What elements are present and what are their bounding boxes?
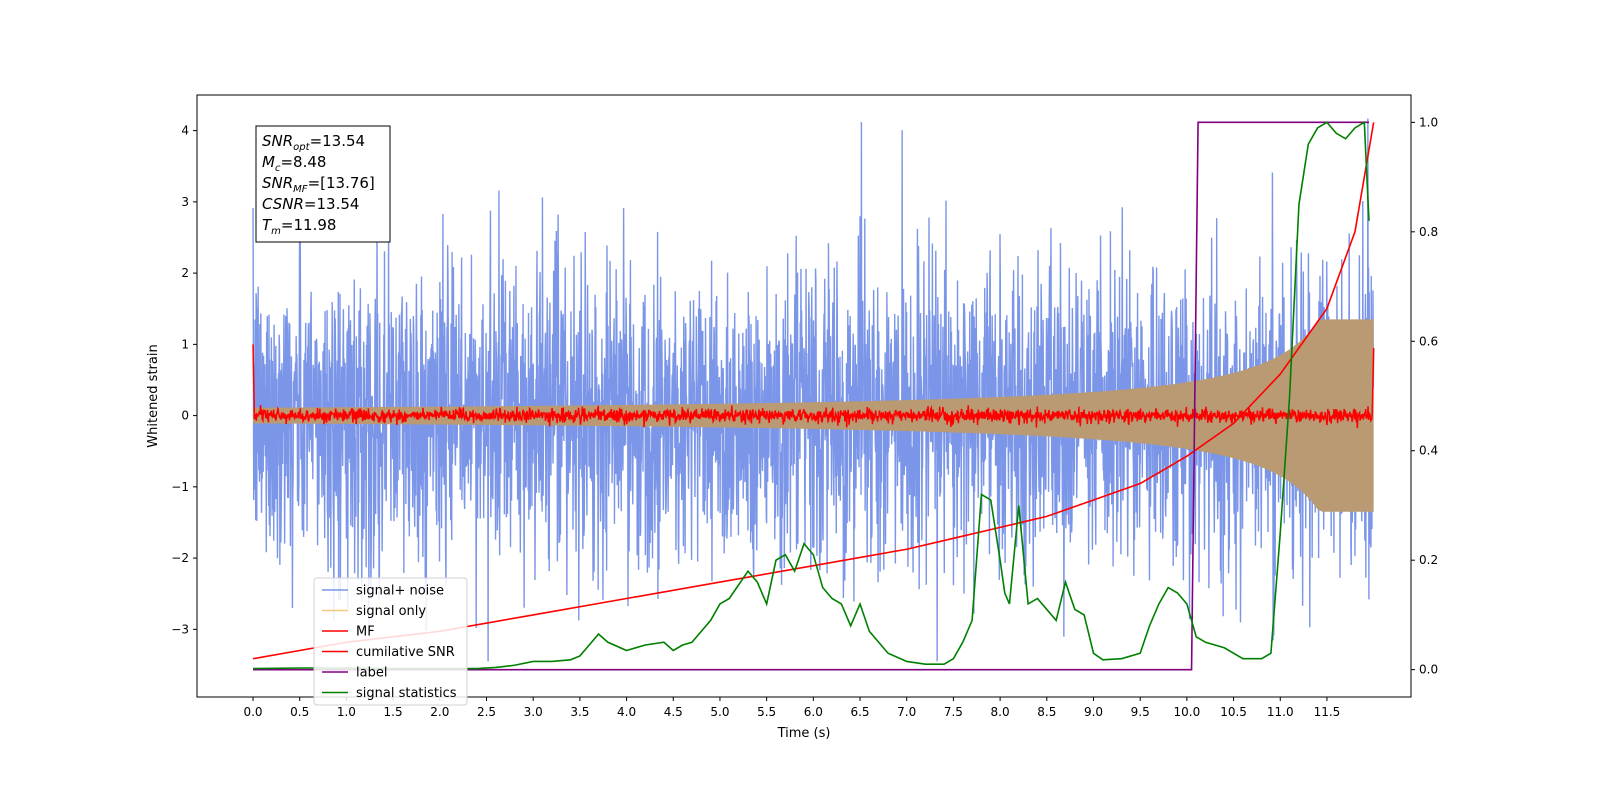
axes-frame bbox=[196, 94, 1412, 698]
x-tick-label: 9.5 bbox=[1131, 705, 1150, 719]
y-tick-label: 2 bbox=[181, 266, 189, 280]
y-axis-left: 4 3 2 1 0 −1 −2 −3 bbox=[171, 124, 197, 636]
x-tick-label: 10.0 bbox=[1174, 705, 1201, 719]
x-tick-label: 9.0 bbox=[1084, 705, 1103, 719]
y-axis-right: 1.0 0.8 0.6 0.4 0.2 0.0 bbox=[1411, 115, 1438, 677]
x-tick-label: 6.5 bbox=[850, 705, 869, 719]
legend-label: signal only bbox=[356, 604, 426, 619]
y-tick-label: 1 bbox=[181, 337, 189, 351]
y-tick-label: −3 bbox=[171, 622, 189, 636]
x-tick-label: 11.0 bbox=[1267, 705, 1294, 719]
x-tick-label: 8.5 bbox=[1037, 705, 1056, 719]
y-tick-label: −2 bbox=[171, 551, 189, 565]
x-tick-label: 1.5 bbox=[384, 705, 403, 719]
y2-tick-label: 1.0 bbox=[1419, 115, 1438, 129]
y-tick-label: 3 bbox=[181, 195, 189, 209]
annotation-line: SNRMF=[13.76] bbox=[262, 174, 375, 195]
legend-label: signal+ noise bbox=[356, 584, 444, 599]
plot-data bbox=[252, 118, 1375, 671]
series-label bbox=[253, 121, 1369, 671]
legend: signal+ noise signal only MF cumilative SNR… bbox=[313, 577, 468, 706]
y2-tick-label: 0.2 bbox=[1419, 553, 1438, 567]
x-tick-label: 0.0 bbox=[243, 705, 262, 719]
y2-tick-label: 0.4 bbox=[1419, 444, 1438, 458]
annotation-line: SNRopt=13.54 bbox=[262, 132, 365, 153]
x-tick-label: 0.5 bbox=[290, 705, 309, 719]
y-tick-label: 0 bbox=[181, 409, 189, 423]
x-tick-label: 6.0 bbox=[804, 705, 823, 719]
y-tick-label: −1 bbox=[171, 480, 189, 494]
annotation-line: Tm=11.98 bbox=[262, 216, 336, 237]
legend-label: cumilative SNR bbox=[356, 645, 455, 660]
x-tick-label: 8.0 bbox=[991, 705, 1010, 719]
annotation-box: SNRopt=13.54Mc=8.48SNRMF=[13.76]CSNR=13.… bbox=[255, 125, 391, 243]
x-tick-label: 5.5 bbox=[757, 705, 776, 719]
y-tick-label: 4 bbox=[181, 124, 189, 138]
annotation-line: CSNR=13.54 bbox=[262, 195, 359, 213]
x-tick-label: 5.0 bbox=[710, 705, 729, 719]
x-axis: 0.0 0.5 1.0 1.5 2.0 2.5 3.0 3.5 4.0 4.5 5.0 5.5 6.0 6… bbox=[243, 697, 1340, 719]
x-tick-label: 1.0 bbox=[337, 705, 356, 719]
legend-label: MF bbox=[356, 625, 375, 640]
x-tick-label: 11.5 bbox=[1314, 705, 1341, 719]
y2-tick-label: 0.8 bbox=[1419, 225, 1438, 239]
annotation-frame bbox=[255, 125, 391, 243]
x-tick-label: 7.5 bbox=[944, 705, 963, 719]
y2-tick-label: 0.0 bbox=[1419, 663, 1438, 677]
y2-tick-label: 0.6 bbox=[1419, 334, 1438, 348]
series-mf bbox=[252, 344, 1375, 428]
x-axis-label: Time (s) bbox=[777, 726, 831, 741]
legend-frame bbox=[313, 577, 468, 706]
y-axis-label: Whitened strain bbox=[146, 344, 161, 447]
x-tick-label: 7.0 bbox=[897, 705, 916, 719]
x-tick-label: 2.5 bbox=[477, 705, 496, 719]
x-tick-label: 4.5 bbox=[664, 705, 683, 719]
series-cumilative-snr bbox=[252, 122, 1375, 660]
legend-label: signal statistics bbox=[356, 686, 457, 701]
x-tick-label: 10.5 bbox=[1220, 705, 1247, 719]
x-tick-label: 3.5 bbox=[570, 705, 589, 719]
x-tick-label: 3.0 bbox=[524, 705, 543, 719]
annotation-line: Mc=8.48 bbox=[262, 153, 326, 174]
series-signal-noise bbox=[252, 118, 1375, 662]
series-signal-statistics bbox=[253, 121, 1370, 670]
x-tick-label: 4.0 bbox=[617, 705, 636, 719]
legend-label: label bbox=[356, 666, 387, 681]
x-tick-label: 2.0 bbox=[430, 705, 449, 719]
